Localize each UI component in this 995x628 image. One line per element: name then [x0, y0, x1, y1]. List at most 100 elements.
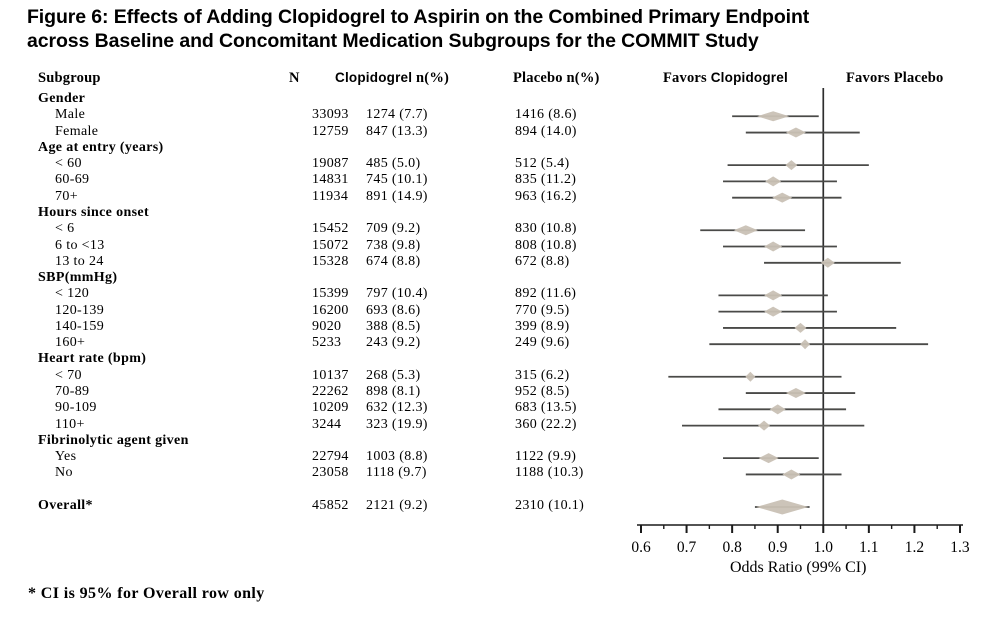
n-value: 19087 [312, 156, 349, 172]
n-value: 15452 [312, 221, 349, 237]
table-row: < 120 15399 797 (10.4) 892 (11.6) [0, 286, 640, 302]
placebo-value: 892 (11.6) [515, 286, 577, 302]
table-row: < 60 19087 485 (5.0) 512 (5.4) [0, 156, 640, 172]
placebo-value: 2310 (10.1) [515, 498, 585, 513]
placebo-value: 1416 (8.6) [515, 107, 577, 123]
clopidogrel-value: 745 (10.1) [366, 172, 428, 188]
or-diamond [785, 160, 798, 171]
or-diamond [794, 322, 807, 333]
favors-left-prefix: Favors [663, 70, 707, 86]
subgroup-label: No [55, 465, 73, 481]
or-diamond [765, 176, 782, 187]
n-value: 15328 [312, 253, 349, 269]
table-row: < 6 15452 709 (9.2) 830 (10.8) [0, 221, 640, 237]
clopidogrel-value: 738 (9.8) [366, 237, 421, 253]
placebo-value: 952 (8.5) [515, 384, 570, 400]
table-row: 120-139 16200 693 (8.6) 770 (9.5) [0, 303, 640, 319]
or-diamond [757, 111, 790, 122]
placebo-value: 1188 (10.3) [515, 465, 584, 481]
placebo-value: 835 (11.2) [515, 172, 577, 188]
placebo-value: 770 (9.5) [515, 302, 570, 318]
subgroup-label: 120-139 [55, 302, 105, 318]
table-row: No 23058 1118 (9.7) 1188 (10.3) [0, 465, 640, 481]
subgroup-label: 70+ [55, 188, 78, 204]
table-row: 6 to <13 15072 738 (9.8) 808 (10.8) [0, 238, 640, 254]
n-value: 9020 [312, 318, 342, 334]
n-value: 16200 [312, 302, 349, 318]
or-diamond [764, 241, 783, 252]
subgroup-label: < 6 [55, 221, 75, 237]
subgroup-label: Gender [38, 91, 86, 106]
n-value: 15399 [312, 286, 349, 302]
subgroup-label: < 70 [55, 367, 82, 383]
subgroup-label: Fibrinolytic agent given [38, 432, 189, 448]
column-header-clopidogrel-pct: n(%) [416, 70, 450, 86]
or-diamond [785, 388, 806, 399]
clopidogrel-value: 1118 (9.7) [366, 465, 427, 481]
footnote: * CI is 95% for Overall row only [28, 585, 265, 602]
subgroup-header-row: Hours since onset [0, 205, 640, 221]
table-row: Male 33093 1274 (7.7) 1416 (8.6) [0, 107, 640, 123]
subgroup-label: Female [55, 123, 99, 139]
placebo-value: 683 (13.5) [515, 400, 577, 416]
n-value: 3244 [312, 416, 342, 432]
x-axis-tick-label: 0.8 [722, 539, 742, 556]
table-row: 60-69 14831 745 (10.1) 835 (11.2) [0, 172, 640, 188]
x-axis-tick-label: 1.1 [859, 539, 878, 556]
n-value: 45852 [312, 498, 349, 513]
placebo-value: 249 (9.6) [515, 335, 570, 351]
table-row: 110+ 3244 323 (19.9) 360 (22.2) [0, 417, 640, 433]
clopidogrel-value: 709 (9.2) [366, 221, 421, 237]
forest-plot: 0.6 0.7 0.8 0.9 1.0 1.1 1.2 1.3 Odds Ratio (99% … [631, 88, 970, 576]
clopidogrel-value: 323 (19.9) [366, 416, 428, 432]
n-value: 22262 [312, 384, 349, 400]
subgroup-label: 140-159 [55, 318, 105, 334]
subgroup-label: 90-109 [55, 400, 97, 416]
subgroup-header-row: Gender [0, 91, 640, 107]
table-row: Overall* 45852 2121 (9.2) 2310 (10.1) [0, 498, 640, 514]
subgroup-label: SBP(mmHg) [38, 270, 118, 286]
or-diamond [785, 127, 806, 138]
subgroup-label: 60-69 [55, 172, 90, 188]
figure-title: Figure 6: Effects of Adding Clopidogrel … [27, 6, 987, 53]
favors-left-drug: Clopidogrel [710, 70, 788, 85]
n-value: 22794 [312, 449, 349, 465]
or-diamond [733, 225, 758, 236]
x-axis-tick-label: 1.2 [905, 539, 924, 556]
or-diamond [758, 420, 771, 431]
clopidogrel-value: 485 (5.0) [366, 156, 421, 172]
x-axis-tick-label: 1.0 [814, 539, 834, 556]
placebo-value: 894 (14.0) [515, 123, 577, 139]
n-value: 23058 [312, 465, 349, 481]
column-header-subgroup: Subgroup [38, 70, 101, 86]
subgroup-header-row: Age at entry (years) [0, 140, 640, 156]
clopidogrel-value: 674 (8.8) [366, 253, 421, 269]
column-header-placebo: Placebo n(%) [513, 70, 600, 86]
or-diamond [800, 339, 811, 350]
table-row: < 70 10137 268 (5.3) 315 (6.2) [0, 368, 640, 384]
n-value: 10209 [312, 400, 349, 416]
placebo-value: 1122 (9.9) [515, 449, 577, 465]
or-diamond [758, 453, 779, 464]
subgroup-label: 13 to 24 [55, 253, 104, 269]
table-row: 13 to 24 15328 674 (8.8) 672 (8.8) [0, 254, 640, 270]
favors-placebo-label: Favors Placebo [846, 70, 944, 86]
subgroup-label: Heart rate (bpm) [38, 351, 147, 367]
n-value: 14831 [312, 172, 349, 188]
subgroup-label: Hours since onset [38, 204, 149, 220]
clopidogrel-value: 243 (9.2) [366, 335, 421, 351]
clopidogrel-value: 797 (10.4) [366, 286, 428, 302]
n-value: 12759 [312, 123, 349, 139]
x-axis-tick-label: 0.9 [768, 539, 788, 556]
x-axis-tick-label: 0.7 [677, 539, 697, 556]
subgroup-label: Yes [55, 449, 77, 465]
table-row: Yes 22794 1003 (8.8) 1122 (9.9) [0, 449, 640, 465]
subgroup-label: < 120 [55, 286, 90, 302]
x-axis-tick-label: 1.3 [950, 539, 970, 556]
favors-clopidogrel-label: Favors Clopidogrel [663, 70, 788, 87]
x-axis-label: Odds Ratio (99% CI) [730, 559, 866, 576]
column-header-clopidogrel-drug: Clopidogrel [335, 70, 413, 85]
or-diamond [772, 192, 793, 203]
table-row: 70-89 22262 898 (8.1) 952 (8.5) [0, 384, 640, 400]
